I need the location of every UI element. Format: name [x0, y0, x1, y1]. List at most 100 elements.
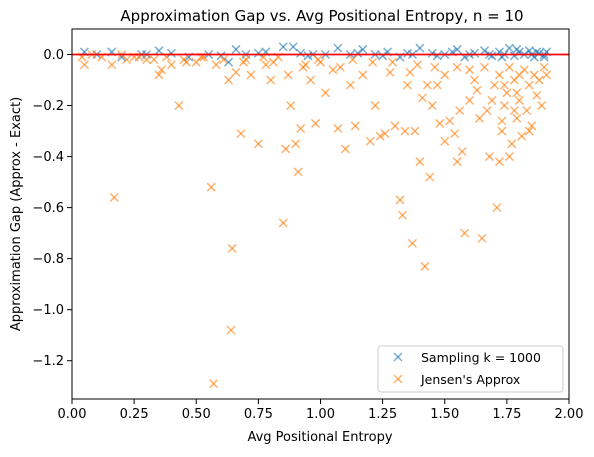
data-point-sampling	[378, 51, 388, 61]
data-point-jensen	[174, 101, 184, 111]
data-point-sampling	[353, 48, 363, 58]
y-tick-label: 0.0	[43, 48, 64, 63]
data-point-jensen	[281, 144, 291, 154]
data-point-jensen	[514, 70, 524, 80]
data-point-jensen	[390, 121, 400, 131]
data-point-jensen	[410, 126, 420, 136]
data-point-jensen	[452, 62, 462, 72]
data-point-jensen	[350, 121, 360, 131]
legend-label-sampling: Sampling k = 1000	[421, 350, 541, 365]
data-point-jensen	[224, 75, 234, 85]
data-point-jensen	[534, 75, 544, 85]
data-point-jensen	[512, 113, 522, 123]
data-point-jensen	[445, 116, 455, 126]
x-tick-label: 1.00	[306, 407, 335, 422]
data-point-jensen	[455, 106, 465, 116]
data-point-jensen	[320, 88, 331, 98]
data-point-jensen	[402, 80, 413, 90]
data-point-jensen	[489, 80, 499, 90]
data-point-jensen	[156, 65, 166, 75]
data-point-jensen	[328, 65, 338, 75]
data-point-sampling	[452, 44, 462, 54]
data-point-jensen	[226, 325, 236, 335]
data-point-jensen	[286, 101, 296, 111]
data-point-jensen	[306, 75, 316, 85]
data-point-jensen	[460, 228, 470, 238]
data-point-jensen	[219, 55, 229, 65]
data-point-jensen	[415, 157, 425, 167]
data-point-jensen	[122, 55, 132, 65]
data-point-sampling	[427, 48, 437, 58]
data-point-jensen	[211, 60, 221, 70]
data-point-jensen	[142, 55, 152, 65]
legend-frame	[377, 345, 564, 393]
data-point-jensen	[465, 95, 475, 105]
data-point-jensen	[380, 129, 390, 139]
data-point-jensen	[420, 261, 430, 271]
data-point-sampling	[415, 43, 425, 53]
data-point-jensen	[266, 75, 276, 85]
data-point-jensen	[395, 195, 405, 205]
x-tick-label: 1.50	[430, 407, 459, 422]
data-point-jensen	[236, 129, 246, 139]
data-point-jensen	[296, 123, 306, 134]
data-point-jensen	[537, 101, 547, 111]
data-point-jensen	[109, 192, 119, 202]
x-tick-label: 0.00	[58, 407, 87, 422]
data-point-jensen	[422, 80, 432, 90]
data-point-jensen	[412, 60, 422, 70]
data-point-jensen	[345, 80, 355, 90]
data-point-jensen	[227, 243, 237, 253]
data-point-jensen	[539, 62, 549, 72]
data-point-jensen	[405, 67, 415, 77]
data-point-sampling	[479, 46, 490, 56]
data-point-jensen	[253, 139, 263, 149]
x-axis-ticks: 0.00 0.25 0.50 0.75 1.00 1.25 1.50 1.75 2.00	[58, 399, 584, 422]
data-point-jensen	[231, 67, 241, 77]
data-point-jensen	[472, 85, 482, 95]
data-point-jensen	[348, 55, 358, 65]
x-tick-label: 0.75	[244, 407, 273, 422]
data-point-jensen	[268, 57, 278, 67]
data-point-jensen	[465, 65, 475, 75]
data-point-jensen	[291, 139, 301, 149]
data-point-sampling	[512, 44, 522, 54]
data-point-sampling	[358, 44, 368, 54]
data-point-jensen	[107, 60, 117, 70]
data-point-jensen	[452, 157, 462, 167]
y-tick-label: −0.4	[32, 150, 64, 165]
data-point-jensen	[385, 67, 395, 77]
data-point-jensen	[512, 88, 522, 98]
legend-entries	[393, 352, 403, 384]
series-jensen	[77, 49, 552, 389]
data-point-jensen	[293, 167, 303, 177]
x-axis-label: Avg Positional Entropy	[247, 430, 392, 445]
data-point-jensen	[440, 70, 450, 80]
data-point-sampling	[296, 48, 306, 58]
data-point-jensen	[368, 57, 378, 67]
data-point-jensen	[79, 60, 89, 70]
data-point-jensen	[509, 106, 519, 116]
x-tick-label: 1.75	[492, 407, 521, 422]
legend: Sampling k = 1000 Jensen's Approx	[377, 345, 564, 393]
data-point-sampling	[333, 43, 343, 53]
data-point-jensen	[514, 95, 524, 105]
data-point-jensen	[517, 131, 527, 141]
data-point-jensen	[494, 70, 504, 80]
data-point-jensen	[477, 233, 487, 243]
data-point-jensen	[497, 126, 507, 136]
data-point-jensen	[166, 60, 176, 70]
data-point-jensen	[425, 172, 435, 182]
x-tick-label: 2.00	[555, 407, 584, 422]
data-point-sampling	[278, 42, 288, 52]
x-tick-label: 1.25	[368, 407, 397, 422]
data-point-jensen	[507, 139, 517, 149]
data-point-sampling	[504, 43, 514, 53]
data-point-jensen	[484, 152, 495, 162]
data-point-jensen	[365, 136, 375, 146]
data-point-jensen	[278, 218, 288, 228]
data-point-sampling	[402, 48, 413, 58]
data-point-jensen	[407, 238, 417, 248]
x-tick-label: 0.25	[120, 407, 149, 422]
